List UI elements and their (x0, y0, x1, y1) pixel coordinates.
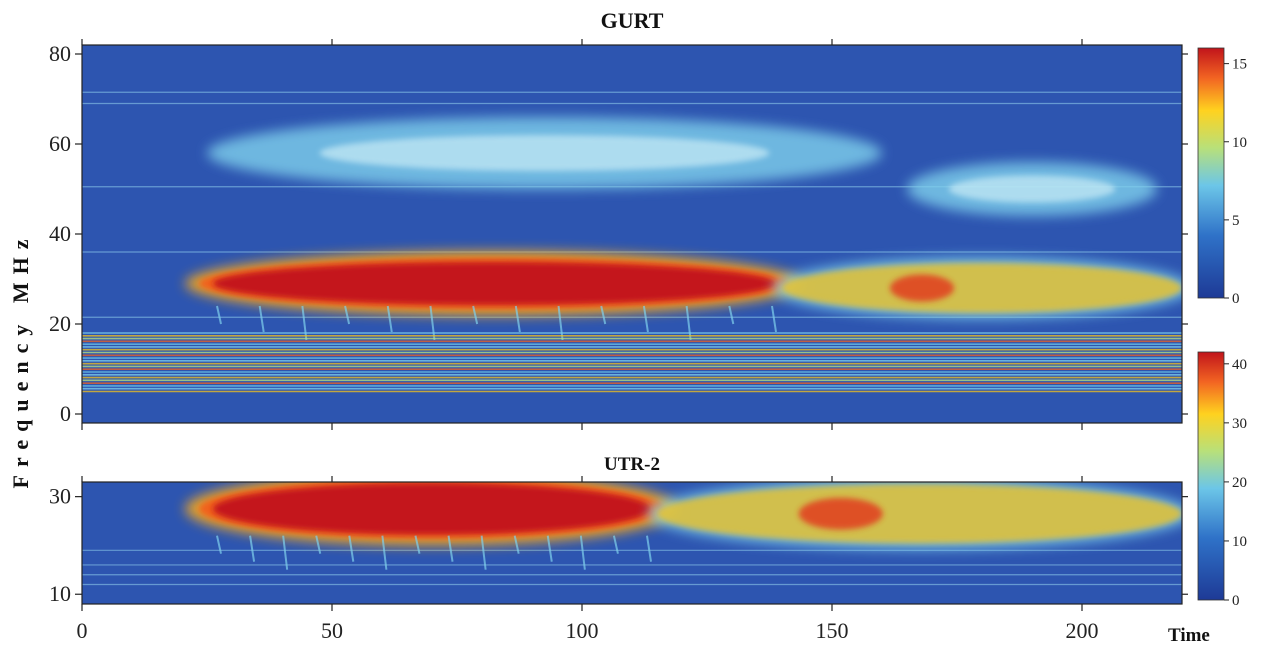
gurt-colorbar-tick-10: 10 (1232, 135, 1247, 151)
gurt-y-tick-0: 0 (60, 401, 71, 426)
x-axis-label: Time (1168, 625, 1210, 646)
utr2-colorbar (1197, 351, 1225, 601)
utr2-colorbar-tick-0: 0 (1232, 593, 1240, 609)
utr2-colorbar-tick-40: 40 (1232, 357, 1247, 373)
gurt-feature-1 (782, 263, 1182, 313)
x-tick-200: 200 (1066, 618, 1099, 643)
gurt-plot-area (82, 45, 1182, 423)
x-tick-0: 0 (77, 618, 88, 643)
gurt-colorbar (1197, 47, 1225, 299)
gurt-y-tick-80: 80 (49, 41, 71, 66)
gurt-y-tick-20: 20 (49, 311, 71, 336)
gurt-y-tick-60: 60 (49, 131, 71, 156)
panel-title-gurt: GURT (601, 8, 664, 33)
utr2-colorbar-tick-20: 20 (1232, 475, 1247, 491)
utr2-colorbar-tick-30: 30 (1232, 416, 1247, 432)
panel-title-utr2: UTR-2 (604, 454, 660, 475)
x-tick-150: 150 (816, 618, 849, 643)
x-tick-50: 50 (321, 618, 343, 643)
utr-2-feature-0 (213, 483, 651, 535)
gurt-feature-0 (213, 262, 776, 305)
y-axis-label: Frequency MHz (8, 232, 33, 489)
utr-2-feature-1 (657, 483, 1182, 544)
utr2-y-tick-30: 30 (49, 484, 71, 509)
gurt-colorbar-tick-15: 15 (1232, 57, 1247, 73)
utr2-y-tick-10: 10 (49, 581, 71, 606)
gurt-colorbar-tick-0: 0 (1232, 291, 1240, 307)
gurt-y-tick-40: 40 (49, 221, 71, 246)
gurt-colorbar-tick-5: 5 (1232, 213, 1240, 229)
x-tick-100: 100 (566, 618, 599, 643)
utr2-colorbar-tick-10: 10 (1232, 534, 1247, 550)
